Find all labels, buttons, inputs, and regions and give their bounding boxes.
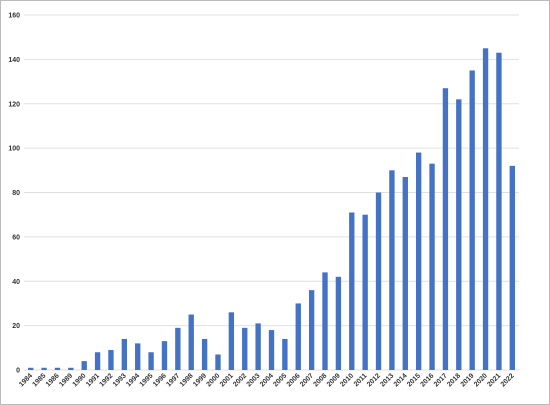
bar	[308, 290, 315, 370]
y-tick-label: 80	[12, 190, 20, 197]
y-tick-label: 60	[12, 234, 20, 241]
bar	[375, 192, 382, 370]
bar	[108, 350, 114, 370]
bar	[482, 48, 489, 370]
bar	[295, 303, 301, 370]
y-tick-label: 0	[16, 368, 20, 375]
bar	[94, 352, 101, 370]
bar	[54, 367, 61, 370]
bar	[429, 163, 435, 370]
bar	[135, 343, 141, 370]
bar	[322, 272, 328, 370]
bar	[121, 338, 128, 370]
bar	[255, 323, 261, 370]
y-tick-label: 100	[8, 146, 20, 153]
bar	[402, 176, 408, 370]
bar	[228, 312, 235, 370]
y-tick-label: 160	[8, 13, 20, 20]
y-tick-label: 40	[12, 279, 20, 286]
bar	[242, 327, 248, 370]
bar	[389, 170, 395, 370]
bar	[41, 367, 47, 370]
y-tick-label: 140	[8, 57, 20, 64]
bar	[188, 314, 194, 370]
bar	[442, 88, 449, 370]
bar	[81, 361, 87, 370]
bar	[148, 352, 154, 370]
bar	[415, 152, 422, 370]
bar	[68, 367, 74, 370]
bar	[456, 99, 462, 370]
bar	[201, 338, 208, 370]
bar	[362, 214, 368, 370]
bar	[349, 212, 355, 370]
y-tick-label: 120	[8, 101, 20, 108]
bar	[509, 165, 515, 370]
bar	[335, 276, 342, 370]
bar	[469, 70, 475, 370]
bar	[282, 338, 288, 370]
bar	[215, 354, 221, 370]
y-tick-label: 20	[12, 323, 20, 330]
bar	[161, 341, 168, 370]
bar	[268, 330, 275, 370]
bar	[28, 367, 34, 370]
bar	[496, 52, 502, 370]
bar	[175, 327, 181, 370]
